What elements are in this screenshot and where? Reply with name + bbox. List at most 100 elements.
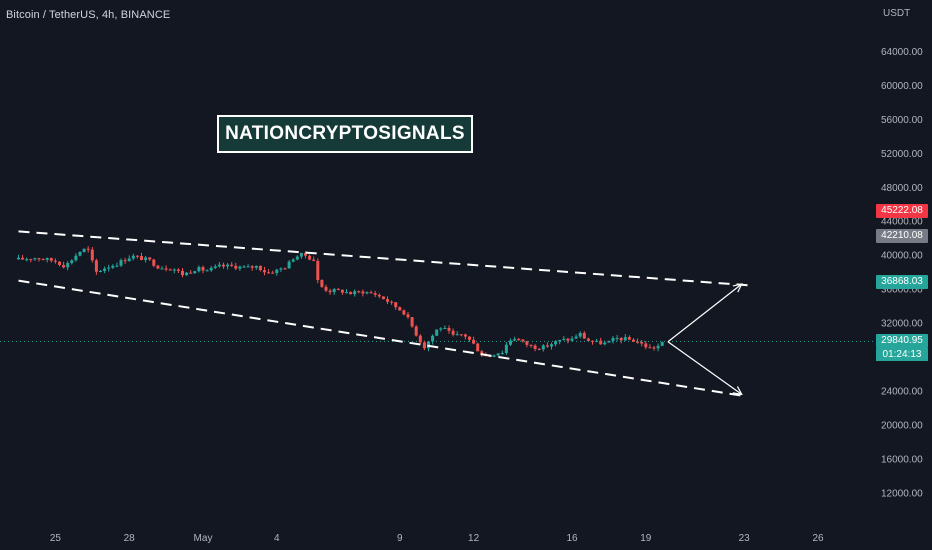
candle-body	[164, 268, 168, 270]
candle-body	[541, 345, 545, 350]
candle-body	[398, 307, 402, 311]
candle-body	[25, 259, 29, 261]
candle-body	[283, 268, 287, 270]
candle-body	[640, 342, 644, 344]
candle-body	[509, 340, 512, 345]
candle-body	[550, 344, 553, 347]
candle-body	[263, 270, 266, 273]
candle-body	[62, 264, 66, 268]
candle-body	[410, 317, 414, 327]
candle-body	[189, 272, 193, 274]
candle-body	[254, 265, 258, 268]
price-badge: 45222.08	[876, 203, 928, 218]
candle-body	[295, 256, 299, 260]
candle-body	[279, 268, 283, 270]
y-tick-label: 16000.00	[881, 454, 923, 465]
symbol-title[interactable]: Bitcoin / TetherUS, 4h, BINANCE	[6, 9, 171, 21]
candle-body	[222, 264, 225, 267]
candle-body	[386, 299, 389, 302]
candle-body	[176, 269, 180, 271]
candle-body	[172, 269, 176, 271]
candle-body	[103, 268, 107, 271]
candle-body	[111, 265, 115, 268]
arrow-down-head	[732, 386, 743, 396]
candle-body	[41, 259, 45, 261]
candle-body	[611, 338, 615, 341]
channel-lower-line[interactable]	[18, 279, 745, 398]
candle-body	[45, 258, 49, 260]
candle-body	[140, 256, 143, 261]
candle-body	[299, 252, 303, 257]
candle-body	[304, 252, 307, 256]
candle-body	[238, 266, 242, 269]
y-tick-label: 44000.00	[881, 217, 923, 228]
candle-body	[591, 340, 594, 342]
candle-body	[422, 342, 426, 349]
candle-body	[226, 264, 230, 267]
candle-body	[582, 332, 586, 339]
y-tick-label: 40000.00	[881, 251, 923, 262]
candle-body	[250, 266, 254, 268]
x-tick-label: 23	[739, 533, 751, 544]
candle-body	[324, 286, 328, 291]
candle-body	[336, 289, 340, 291]
candle-body	[599, 340, 603, 345]
candle-body	[562, 338, 566, 340]
candle-body	[148, 257, 152, 260]
candle-body	[578, 332, 582, 337]
candle-body	[480, 351, 484, 356]
candle-body	[90, 249, 94, 261]
x-axis-labels: 25 28 May 4 9 12 16 19 23 26	[50, 533, 824, 544]
candle-body	[545, 345, 549, 347]
candle-body	[660, 341, 664, 346]
candle-body	[99, 270, 102, 272]
candle-body	[443, 328, 447, 330]
candle-body	[86, 248, 90, 250]
candle-body	[394, 302, 398, 308]
x-tick-label: 16	[566, 533, 578, 544]
candle-body	[213, 266, 217, 268]
candle-body	[492, 355, 496, 357]
arrow-up[interactable]	[667, 283, 743, 343]
candle-body	[627, 337, 631, 340]
candle-body	[312, 259, 316, 261]
candle-body	[431, 335, 435, 342]
candle-body	[521, 339, 525, 342]
candle-body	[353, 291, 357, 295]
candle-body	[127, 258, 131, 262]
channel-upper-line[interactable]	[18, 230, 755, 287]
candle-body	[66, 263, 70, 268]
candle-body	[242, 266, 246, 268]
candle-body	[570, 338, 574, 341]
candles	[17, 246, 664, 358]
candle-body	[21, 257, 25, 260]
candle-body	[53, 260, 57, 262]
candle-body	[377, 294, 381, 297]
candle-body	[94, 260, 98, 272]
candle-body	[160, 268, 164, 270]
candle-body	[193, 271, 197, 274]
candle-body	[381, 296, 385, 300]
arrow-down[interactable]	[667, 341, 743, 395]
trend-drawings[interactable]	[18, 230, 755, 398]
y-tick-label: 12000.00	[881, 488, 923, 499]
candle-body	[275, 269, 279, 274]
candle-body	[152, 259, 156, 266]
candle-body	[406, 314, 410, 318]
candle-body	[17, 257, 20, 260]
candle-body	[135, 255, 139, 257]
candle-body	[185, 272, 189, 276]
candle-body	[267, 272, 271, 274]
candle-body	[217, 264, 221, 267]
candle-body	[156, 265, 160, 269]
candle-body	[287, 261, 291, 269]
candle-body	[345, 292, 348, 294]
candle-body	[349, 292, 353, 295]
candle-body	[656, 345, 660, 349]
candle-body	[168, 269, 172, 271]
candle-body	[205, 270, 209, 272]
x-tick-label: 12	[468, 533, 480, 544]
candle-body	[623, 337, 627, 341]
candle-body	[246, 266, 250, 268]
